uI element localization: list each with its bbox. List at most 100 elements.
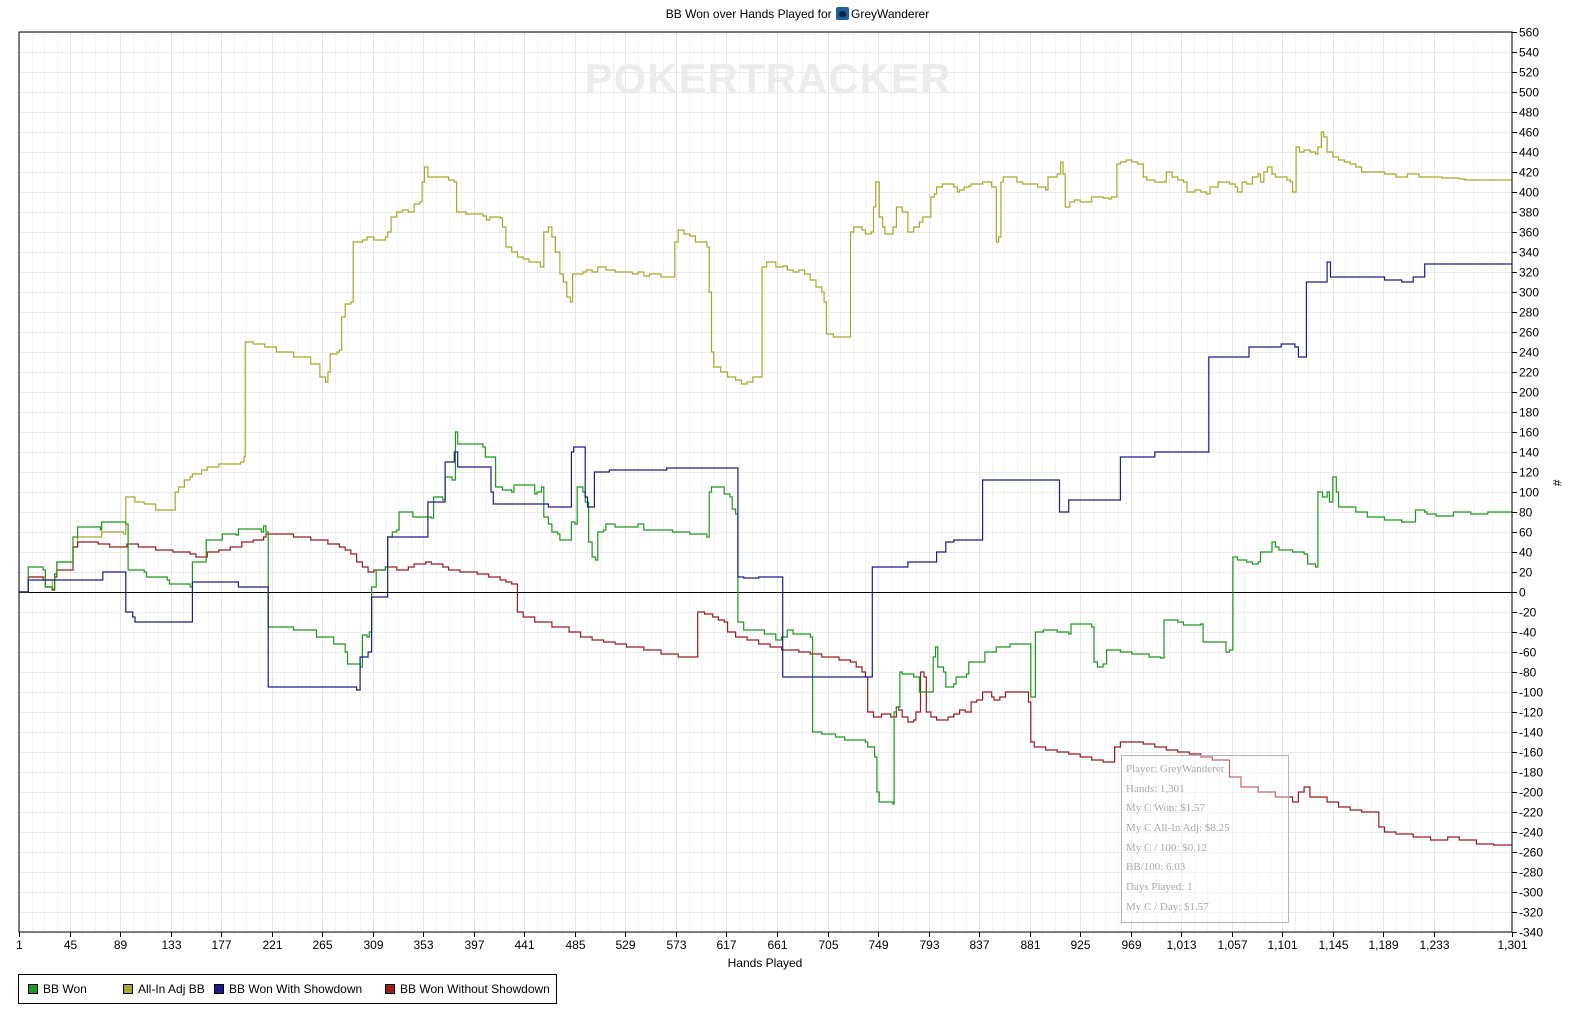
series-line-2 bbox=[19, 261, 1512, 691]
y-tick-label: -140 bbox=[1519, 726, 1543, 740]
y-tick-label: 560 bbox=[1519, 26, 1539, 40]
x-tick-label: 45 bbox=[64, 938, 78, 952]
x-tick-label: 617 bbox=[716, 938, 736, 952]
chart-title: BB Won over Hands Played for GreyWandere… bbox=[0, 7, 1595, 21]
x-tick-label: 1,145 bbox=[1318, 938, 1348, 952]
y-tick-label: -40 bbox=[1519, 626, 1537, 640]
stats-tooltip: Player: GreyWanderer Hands: 1,301 My C W… bbox=[1121, 755, 1289, 923]
series-line-0 bbox=[19, 431, 1512, 805]
tooltip-per-day: My C / Day: $1.57 bbox=[1126, 901, 1209, 913]
y-tick-label: 0 bbox=[1519, 586, 1526, 600]
legend-label-with-showdown: BB Won With Showdown bbox=[229, 982, 363, 996]
x-tick-label: 705 bbox=[818, 938, 838, 952]
y-tick-label: 220 bbox=[1519, 366, 1539, 380]
x-tick-label: 793 bbox=[919, 938, 939, 952]
x-tick-label: 133 bbox=[161, 938, 181, 952]
legend-swatch-without-showdown bbox=[385, 984, 395, 994]
x-tick-label: 1,189 bbox=[1368, 938, 1398, 952]
y-tick-label: 340 bbox=[1519, 246, 1539, 260]
tooltip-days: Days Played: 1 bbox=[1126, 881, 1193, 893]
y-tick-label: 520 bbox=[1519, 66, 1539, 80]
x-tick-label: 89 bbox=[114, 938, 128, 952]
y-tick-label: 540 bbox=[1519, 46, 1539, 60]
y-tick-label: -320 bbox=[1519, 906, 1543, 920]
y-tick-label: 480 bbox=[1519, 106, 1539, 120]
x-axis: 1 45 89 133 177 221 265 309 353 397 441 485 529 573 61… bbox=[16, 932, 1528, 952]
x-tick-label: 529 bbox=[615, 938, 635, 952]
y-tick-label: -100 bbox=[1519, 686, 1543, 700]
x-tick-label: 969 bbox=[1121, 938, 1141, 952]
legend-item-with-showdown[interactable]: BB Won With Showdown bbox=[214, 982, 362, 996]
x-tick-label: 397 bbox=[464, 938, 484, 952]
y-tick-label: 40 bbox=[1519, 546, 1533, 560]
y-tick-label: -20 bbox=[1519, 606, 1537, 620]
y-tick-label: -180 bbox=[1519, 766, 1543, 780]
y-tick-label: 300 bbox=[1519, 286, 1539, 300]
x-tick-label: 177 bbox=[211, 938, 231, 952]
tooltip-allin-adj: My C All-In Adj: $8.25 bbox=[1126, 822, 1230, 834]
y-tick-label: -300 bbox=[1519, 886, 1543, 900]
y-tick-label: -340 bbox=[1519, 926, 1543, 940]
y-tick-label: 200 bbox=[1519, 386, 1539, 400]
x-tick-label: 1,057 bbox=[1217, 938, 1247, 952]
y-tick-label: 460 bbox=[1519, 126, 1539, 140]
y-tick-label: 380 bbox=[1519, 206, 1539, 220]
tooltip-per-100: My C / 100: $0.12 bbox=[1126, 842, 1207, 854]
y-tick-label: 260 bbox=[1519, 326, 1539, 340]
legend-label-without-showdown: BB Won Without Showdown bbox=[400, 982, 550, 996]
chart-title-player: GreyWanderer bbox=[850, 7, 930, 21]
y-tick-label: 240 bbox=[1519, 346, 1539, 360]
y-tick-label: 280 bbox=[1519, 306, 1539, 320]
y-tick-label: -60 bbox=[1519, 646, 1537, 660]
legend-swatch-with-showdown bbox=[214, 984, 224, 994]
plot-frame bbox=[18, 31, 1513, 933]
y-tick-label: 120 bbox=[1519, 466, 1539, 480]
series-line-3 bbox=[19, 533, 1512, 846]
x-tick-label: 485 bbox=[565, 938, 585, 952]
y-tick-label: 400 bbox=[1519, 186, 1539, 200]
x-tick-label: 925 bbox=[1070, 938, 1090, 952]
x-tick-label: 353 bbox=[413, 938, 433, 952]
y-axis: -340-320-300-280-260-240-220-200-180-160… bbox=[1512, 26, 1543, 940]
y-tick-label: -240 bbox=[1519, 826, 1543, 840]
y-tick-label: 500 bbox=[1519, 86, 1539, 100]
x-tick-label: 661 bbox=[767, 938, 787, 952]
y-tick-label: 160 bbox=[1519, 426, 1539, 440]
tooltip-won: My C Won: $1.57 bbox=[1126, 802, 1205, 814]
y-tick-label: 80 bbox=[1519, 506, 1533, 520]
legend: BB Won All-In Adj BB BB Won With Showdow… bbox=[18, 974, 557, 1004]
series-line-1 bbox=[19, 131, 1512, 593]
series-layer bbox=[19, 131, 1512, 846]
y-tick-label: 140 bbox=[1519, 446, 1539, 460]
x-tick-label: 309 bbox=[363, 938, 383, 952]
y-tick-label: 180 bbox=[1519, 406, 1539, 420]
y-tick-label: 320 bbox=[1519, 266, 1539, 280]
y-tick-label: 420 bbox=[1519, 166, 1539, 180]
legend-item-bb-won[interactable]: BB Won bbox=[28, 982, 87, 996]
watermark: POKERTRACKER bbox=[585, 55, 952, 102]
legend-label-all-in-adj: All-In Adj BB bbox=[138, 982, 205, 996]
y-tick-label: 60 bbox=[1519, 526, 1533, 540]
chart-title-prefix: BB Won over Hands Played for bbox=[665, 7, 832, 21]
y-tick-label: -280 bbox=[1519, 866, 1543, 880]
legend-item-all-in-adj[interactable]: All-In Adj BB bbox=[123, 982, 205, 996]
x-tick-label: 221 bbox=[262, 938, 282, 952]
y-tick-label: -220 bbox=[1519, 806, 1543, 820]
x-tick-label: 837 bbox=[969, 938, 989, 952]
x-tick-label: 1 bbox=[16, 938, 23, 952]
x-tick-label: 1,013 bbox=[1166, 938, 1196, 952]
legend-label-bb-won: BB Won bbox=[43, 982, 87, 996]
tooltip-player: Player: GreyWanderer bbox=[1126, 763, 1225, 775]
legend-item-without-showdown[interactable]: BB Won Without Showdown bbox=[385, 982, 550, 996]
x-tick-label: 749 bbox=[868, 938, 888, 952]
x-tick-label: 1,301 bbox=[1497, 938, 1527, 952]
y-tick-label: 440 bbox=[1519, 146, 1539, 160]
x-axis-label: Hands Played bbox=[728, 956, 803, 970]
x-tick-label: 441 bbox=[514, 938, 534, 952]
x-tick-label: 265 bbox=[312, 938, 332, 952]
legend-swatch-all-in-adj bbox=[123, 984, 133, 994]
y-tick-label: -120 bbox=[1519, 706, 1543, 720]
y-tick-label: -260 bbox=[1519, 846, 1543, 860]
y-tick-label: 100 bbox=[1519, 486, 1539, 500]
